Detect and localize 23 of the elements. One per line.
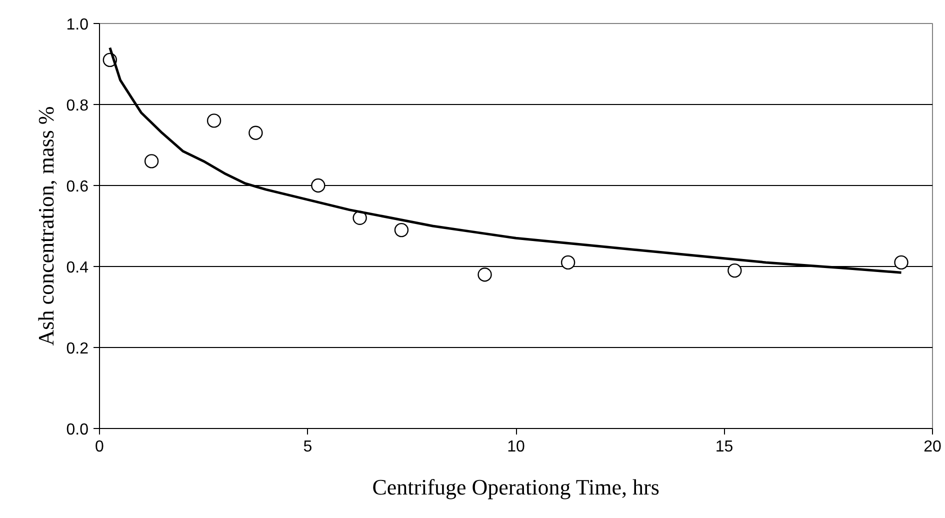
point — [311, 178, 326, 193]
point — [894, 255, 908, 270]
point — [728, 263, 742, 278]
y-tick-label: 0.6 — [66, 178, 89, 196]
x-tick-label: 20 — [924, 438, 942, 456]
point — [394, 222, 409, 238]
point — [248, 126, 263, 140]
x-tick-label: 15 — [715, 438, 734, 456]
y-tick-label: 0.2 — [66, 340, 89, 358]
x-tick-label: 10 — [507, 438, 525, 456]
x-tick-label: 5 — [303, 438, 312, 456]
y-axis-title: Ash concentration, mass % — [33, 106, 58, 346]
x-tick-label: 0 — [95, 438, 104, 456]
x-axis-title: Centrifuge Operationg Time, hrs — [372, 474, 660, 500]
point — [144, 154, 159, 168]
y-tick-label: 1.0 — [66, 16, 89, 34]
point — [206, 114, 222, 128]
y-tick-label: 0.8 — [66, 98, 89, 114]
point — [560, 255, 576, 270]
point — [352, 210, 367, 225]
y-tick-label: 0.4 — [66, 260, 89, 276]
y-tick-label: 0.0 — [66, 422, 89, 438]
point — [478, 268, 492, 282]
